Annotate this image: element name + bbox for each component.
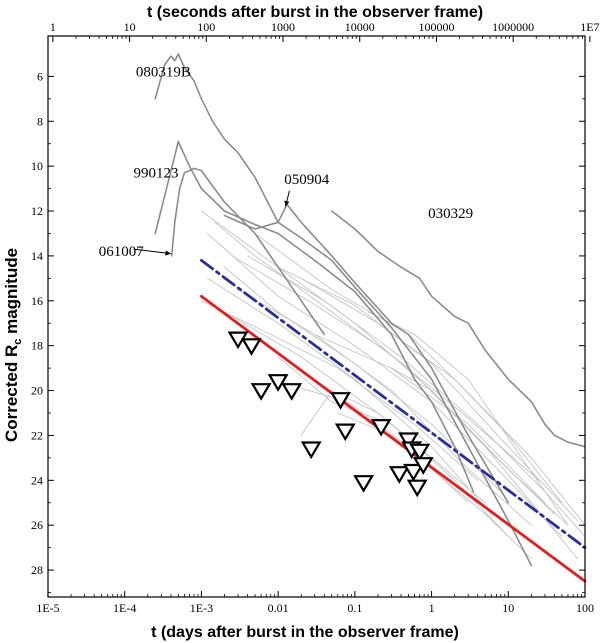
top-axis-tick-label: 1000000: [492, 20, 534, 34]
y-axis-tick-label: 26: [31, 518, 43, 532]
top-axis-tick-label: 10000: [345, 20, 375, 34]
upper-limit-marker: [250, 383, 272, 401]
upper-limit-marker: [402, 463, 424, 482]
x-axis-tick-label: 10: [502, 601, 514, 615]
plot-annotations-layer: 080319B 990123 050904 030329 061007: [99, 64, 473, 260]
upper-limit-marker: [241, 338, 262, 356]
y-axis-title-main: Corrected R: [2, 345, 21, 442]
y-axis-tick-label: 12: [31, 204, 43, 218]
plot-markers-layer: [227, 331, 434, 498]
series-line-061007: [170, 167, 326, 336]
upper-limit-marker: [281, 383, 303, 401]
series-line-red-trend: [200, 294, 587, 583]
plot-frame: [47, 35, 586, 598]
x-axis-title: t (days after burst in the observer fram…: [151, 624, 459, 641]
upper-limit-marker: [267, 374, 289, 392]
plot-axes-layer: 1E-5 1E-4 1E-3 0.01 0.1 1 10 100 1 10 100 1000 10000…: [31, 20, 600, 615]
series-line-blue-trend: [200, 259, 587, 549]
grb-label-030329: 030329: [428, 206, 473, 222]
y-axis-tick-label: 10: [31, 159, 43, 173]
y-axis-tick-label: 16: [31, 294, 43, 308]
top-axis-tick-label: 1E7: [580, 20, 599, 34]
series-line-afterglow-7: [207, 277, 492, 515]
series-line-afterglow-2: [207, 233, 563, 537]
x-axis-tick-label: 100: [576, 601, 594, 615]
x-axis-tick-label: 1E-3: [190, 601, 213, 615]
y-axis-title-rest: magnitude: [2, 248, 21, 339]
y-axis-tick-label: 28: [31, 563, 43, 577]
y-axis-tick-label: 18: [31, 339, 43, 353]
series-line-afterglow-17: [231, 255, 540, 481]
upper-limit-marker: [409, 443, 431, 462]
upper-limit-marker: [398, 432, 419, 451]
y-axis-tick-label: 14: [31, 249, 43, 263]
y-axis-tick-label: 8: [37, 114, 43, 128]
upper-limit-marker: [353, 475, 375, 493]
y-axis-tick-label: 20: [31, 384, 43, 398]
grb-arrow-050904: [284, 190, 290, 207]
top-axis-tick-label: 10: [124, 20, 136, 34]
series-line-080319b: [154, 53, 533, 567]
grb-label-990123: 990123: [134, 165, 179, 181]
series-line-afterglow-15: [314, 334, 546, 504]
grb-label-061007: 061007: [99, 244, 145, 260]
y-axis-tick-label: 22: [31, 428, 43, 442]
upper-limit-marker: [388, 466, 410, 484]
upper-limit-marker: [300, 441, 322, 460]
upper-limit-marker: [370, 419, 392, 437]
top-axis-title: t (seconds after burst in the observer f…: [147, 4, 483, 21]
series-line-afterglow-6: [237, 289, 532, 526]
plot-series-layer: [154, 53, 587, 583]
x-axis-tick-label: 1: [429, 601, 435, 615]
upper-limit-marker: [334, 423, 356, 442]
series-line-990123: [154, 140, 475, 493]
x-axis-tick-label: 0.01: [268, 601, 289, 615]
upper-limit-marker: [412, 457, 434, 475]
y-axis-tick-label: 6: [37, 69, 43, 83]
grb-label-080319B: 080319B: [136, 64, 191, 80]
series-line-afterglow-16: [200, 300, 479, 481]
series-line-afterglow-14: [300, 277, 586, 526]
upper-limit-marker: [330, 392, 351, 410]
series-line-afterglow-11: [254, 233, 563, 504]
top-axis-tick-label: 100000: [418, 20, 454, 34]
grb-label-050904: 050904: [284, 172, 330, 188]
top-axis-tick-label: 100: [197, 20, 215, 34]
y-axis-title-subscript: c: [12, 339, 24, 345]
grb-arrow-061007: [133, 248, 171, 256]
series-line-afterglow-10: [337, 412, 532, 560]
series-line-afterglow-18: [367, 311, 569, 526]
y-axis-title: Corrected Rc magnitude: [2, 248, 24, 442]
series-line-afterglow-5: [247, 255, 586, 537]
top-axis-tick-label: 1000: [271, 20, 295, 34]
series-line-030329: [331, 210, 586, 448]
upper-limit-marker: [406, 479, 428, 498]
x-axis-tick-label: 1E-4: [113, 601, 136, 615]
y-axis-tick-label: 24: [31, 473, 43, 487]
x-axis-tick-label: 0.1: [347, 601, 362, 615]
x-axis-tick-label: 1E-5: [36, 601, 59, 615]
top-axis-tick-label: 1: [50, 20, 56, 34]
series-line-050904: [223, 203, 510, 504]
